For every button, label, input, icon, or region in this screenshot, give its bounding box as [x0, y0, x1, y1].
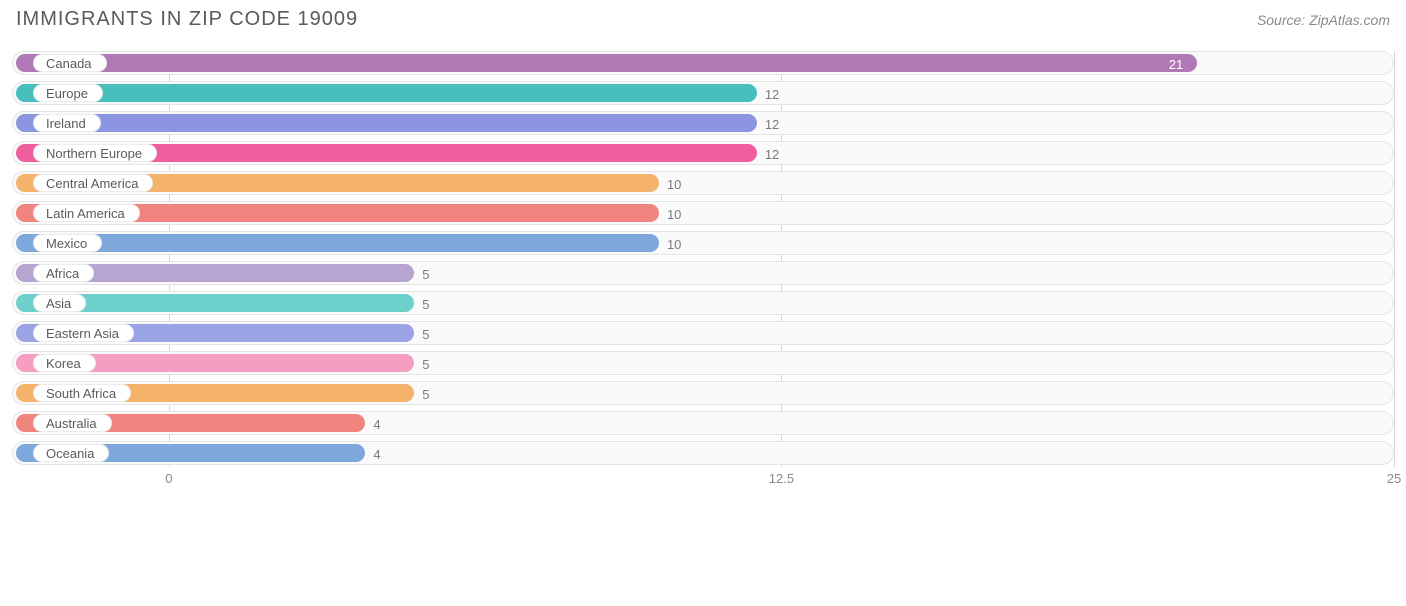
- value-label: 4: [373, 412, 380, 436]
- grid-line: [1394, 51, 1395, 467]
- table-row: Eastern Asia 5: [12, 321, 1394, 345]
- chart-header: IMMIGRANTS IN ZIP CODE 19009 Source: Zip…: [12, 8, 1394, 31]
- axis-tick: 25: [1387, 471, 1401, 486]
- category-pill: Northern Europe: [33, 144, 157, 162]
- table-row: South Africa 5: [12, 381, 1394, 405]
- bar-fill: [16, 84, 757, 102]
- value-label: 5: [422, 322, 429, 346]
- axis-tick: 0: [165, 471, 172, 486]
- axis-tick: 12.5: [769, 471, 794, 486]
- bar-track: Ireland 12: [12, 111, 1394, 135]
- value-label: 5: [422, 262, 429, 286]
- bar-track: Eastern Asia 5: [12, 321, 1394, 345]
- x-axis: 012.525: [12, 471, 1394, 495]
- bar-fill: [16, 234, 659, 252]
- bar-track: South Africa 5: [12, 381, 1394, 405]
- bar-track: Africa 5: [12, 261, 1394, 285]
- bar-track: Europe 12: [12, 81, 1394, 105]
- category-pill: Africa: [33, 264, 94, 282]
- table-row: Mexico 10: [12, 231, 1394, 255]
- bar-fill: [16, 114, 757, 132]
- value-label: 5: [422, 382, 429, 406]
- table-row: Korea 5: [12, 351, 1394, 375]
- category-pill: Oceania: [33, 444, 109, 462]
- value-label: 5: [422, 352, 429, 376]
- value-label: 12: [765, 142, 779, 166]
- value-label: 5: [422, 292, 429, 316]
- bar-track: Canada21: [12, 51, 1394, 75]
- bar-track: Central America 10: [12, 171, 1394, 195]
- category-pill: Australia: [33, 414, 112, 432]
- source-attribution: Source: ZipAtlas.com: [1257, 12, 1390, 28]
- value-label: 21: [13, 52, 1197, 76]
- table-row: Australia 4: [12, 411, 1394, 435]
- category-pill: Korea: [33, 354, 96, 372]
- category-pill: Central America: [33, 174, 153, 192]
- table-row: Ireland 12: [12, 111, 1394, 135]
- value-label: 10: [667, 232, 681, 256]
- value-label: 12: [765, 82, 779, 106]
- bar-track: Oceania 4: [12, 441, 1394, 465]
- bar-track: Mexico 10: [12, 231, 1394, 255]
- category-pill: Ireland: [33, 114, 101, 132]
- value-label: 10: [667, 202, 681, 226]
- page-title: IMMIGRANTS IN ZIP CODE 19009: [16, 8, 358, 31]
- category-pill: Eastern Asia: [33, 324, 134, 342]
- category-pill: Mexico: [33, 234, 102, 252]
- bar-track: Latin America 10: [12, 201, 1394, 225]
- category-pill: Asia: [33, 294, 86, 312]
- table-row: Central America 10: [12, 171, 1394, 195]
- bar-track: Northern Europe 12: [12, 141, 1394, 165]
- table-row: Asia 5: [12, 291, 1394, 315]
- table-row: Africa 5: [12, 261, 1394, 285]
- bar-track: Asia 5: [12, 291, 1394, 315]
- bar-track: Korea 5: [12, 351, 1394, 375]
- value-label: 12: [765, 112, 779, 136]
- value-label: 4: [373, 442, 380, 466]
- table-row: Canada21: [12, 51, 1394, 75]
- category-pill: Latin America: [33, 204, 140, 222]
- table-row: Latin America 10: [12, 201, 1394, 225]
- bar-rows: Canada21Europe12Ireland12Northern Europe…: [12, 51, 1394, 465]
- value-label: 10: [667, 172, 681, 196]
- bar-chart: Canada21Europe12Ireland12Northern Europe…: [12, 51, 1394, 495]
- category-pill: Europe: [33, 84, 103, 102]
- category-pill: South Africa: [33, 384, 131, 402]
- table-row: Northern Europe 12: [12, 141, 1394, 165]
- table-row: Europe 12: [12, 81, 1394, 105]
- table-row: Oceania 4: [12, 441, 1394, 465]
- bar-track: Australia 4: [12, 411, 1394, 435]
